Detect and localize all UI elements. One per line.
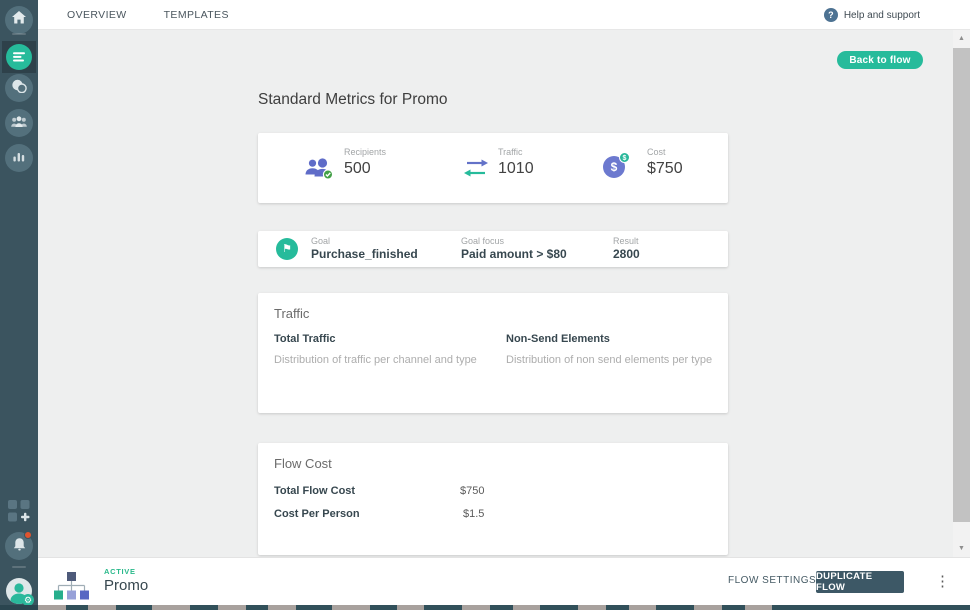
- sidebar-item-analytics[interactable]: [5, 144, 33, 172]
- notification-dot: [24, 531, 32, 539]
- help-and-support[interactable]: ? Help and support: [823, 0, 920, 30]
- flow-name: Promo: [104, 577, 149, 594]
- result-value: 2800: [613, 247, 640, 261]
- total-traffic-column: Total Traffic Distribution of traffic pe…: [274, 333, 494, 366]
- non-send-subtitle: Distribution of non send elements per ty…: [506, 354, 713, 366]
- bar-chart-icon: [13, 149, 25, 167]
- metric-label: Cost: [647, 147, 666, 157]
- scrollbar-thumb[interactable]: [953, 48, 970, 522]
- help-label: Help and support: [843, 9, 920, 21]
- avatar-gear-icon: ⚙: [22, 594, 34, 606]
- apps-grid-plus-icon: [8, 500, 30, 526]
- tab-overview[interactable]: OVERVIEW: [67, 8, 127, 21]
- sidebar-item-integrations[interactable]: [8, 500, 30, 522]
- bottom-taskbar-sliver: [0, 605, 970, 610]
- goal-focus-label: Goal focus: [461, 236, 505, 246]
- goal-label: Goal: [311, 236, 331, 246]
- goal-flag-icon: ⚑: [276, 238, 298, 260]
- sidebar-divider-bottom: [12, 566, 26, 568]
- chat-bubbles-icon: [11, 79, 27, 98]
- non-send-heading: Non-Send Elements: [506, 333, 610, 345]
- question-mark-icon: ?: [823, 8, 838, 22]
- result-label: Result: [613, 236, 639, 246]
- total-flow-cost-value: $750: [460, 485, 485, 497]
- flow-settings-button[interactable]: FLOW SETTINGS: [728, 575, 817, 586]
- bell-icon: [13, 537, 26, 556]
- traffic-section-title: Traffic: [274, 306, 310, 321]
- duplicate-flow-button[interactable]: DUPLICATE FLOW: [816, 571, 904, 593]
- cost-badge-icon: $: [619, 152, 630, 163]
- goal-focus-value: Paid amount > $80: [461, 247, 567, 261]
- metric-label: Recipients: [344, 147, 387, 157]
- non-send-elements-column: Non-Send Elements Distribution of non se…: [506, 333, 726, 366]
- cost-per-person-label: Cost Per Person: [274, 508, 360, 520]
- metric-value: $750: [647, 160, 683, 177]
- flow-cost-title: Flow Cost: [274, 456, 332, 471]
- total-traffic-heading: Total Traffic: [274, 333, 336, 345]
- metric-value: 1010: [498, 160, 534, 177]
- more-options-kebab-icon[interactable]: ⋮: [935, 573, 950, 590]
- message-lines-icon: [6, 44, 32, 70]
- total-flow-cost-label: Total Flow Cost: [274, 485, 356, 497]
- tab-templates[interactable]: TEMPLATES: [163, 8, 229, 21]
- people-group-icon: [11, 114, 27, 132]
- metric-value: 500: [344, 160, 371, 177]
- back-to-flow-button[interactable]: Back to flow: [837, 51, 923, 69]
- traffic-card: Traffic Total Traffic Distribution of tr…: [258, 293, 728, 413]
- sidebar-divider: [12, 33, 26, 35]
- goal-value: Purchase_finished: [311, 247, 418, 261]
- cost-per-person-value: $1.5: [463, 508, 485, 520]
- metrics-card: Recipients 500 Traffic 1010: [258, 133, 728, 203]
- sidebar-item-audience[interactable]: [5, 109, 33, 137]
- flow-hierarchy-icon: [54, 572, 89, 605]
- cost-dollar-icon: $ $: [603, 152, 630, 178]
- flow-cost-card: Flow Cost Total Flow Cost $750 Cost Per …: [258, 443, 728, 555]
- home-icon: [12, 11, 26, 29]
- content-area: Back to flow Standard Metrics for Promo …: [38, 30, 953, 557]
- scroll-up-arrow-icon[interactable]: ▲: [958, 35, 965, 42]
- sidebar-item-conversations[interactable]: [5, 74, 33, 102]
- metric-label: Traffic: [498, 147, 523, 157]
- page-title: Standard Metrics for Promo: [258, 91, 448, 108]
- sidebar-item-notifications[interactable]: [5, 531, 33, 560]
- total-traffic-subtitle: Distribution of traffic per channel and …: [274, 354, 477, 366]
- status-badge: ACTIVE: [104, 567, 136, 576]
- goal-card: ⚑ Goal Purchase_finished Goal focus Paid…: [258, 231, 728, 267]
- sidebar-item-campaigns-selected[interactable]: [2, 41, 36, 73]
- recipients-people-icon: [304, 157, 334, 185]
- top-bar: OVERVIEW TEMPLATES ? Help and support: [38, 0, 970, 30]
- vertical-scrollbar[interactable]: ▲ ▼: [953, 30, 970, 557]
- scroll-down-arrow-icon[interactable]: ▼: [958, 545, 965, 552]
- sidebar-item-home[interactable]: [5, 6, 33, 34]
- traffic-arrows-icon: [463, 158, 489, 183]
- flow-footer-bar: ACTIVE Promo FLOW SETTINGS DUPLICATE FLO…: [38, 557, 970, 605]
- sidebar: ⚙: [0, 0, 38, 610]
